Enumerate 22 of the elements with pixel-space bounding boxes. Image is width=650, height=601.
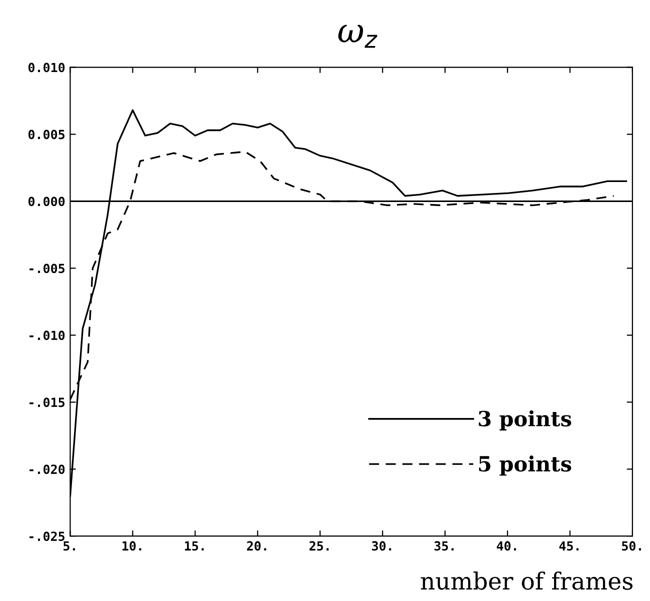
legend-label: 5 points	[479, 456, 572, 476]
y-tick-label: 0.000	[28, 196, 65, 206]
x-tick-label: 15.	[185, 541, 204, 551]
x-tick-label: 20.	[247, 541, 266, 551]
x-tick-label: 35.	[434, 541, 454, 551]
y-tick-label: 0.010	[28, 62, 65, 72]
y-tick-label: 0.005	[28, 130, 64, 140]
x-tick-label: 50.	[622, 541, 641, 551]
y-tick-label: -.020	[30, 464, 65, 474]
x-tick-label: 10.	[122, 541, 142, 551]
y-tick-label: -.005	[30, 264, 64, 274]
y-tick-label: -.010	[30, 330, 65, 340]
x-tick-label: 30.	[372, 541, 392, 551]
x-axis-title: number of frames	[420, 572, 633, 590]
chart-title: ω$_{z}$	[338, 24, 378, 48]
y-tick-label: -.025	[30, 532, 64, 542]
x-tick-label: 5.	[64, 541, 75, 551]
x-tick-label: 45.	[559, 541, 579, 551]
y-tick-label: -.015	[30, 398, 64, 408]
x-tick-label: 25.	[310, 541, 329, 551]
x-tick-label: 40.	[496, 541, 516, 551]
legend-label: 3 points	[478, 410, 572, 431]
